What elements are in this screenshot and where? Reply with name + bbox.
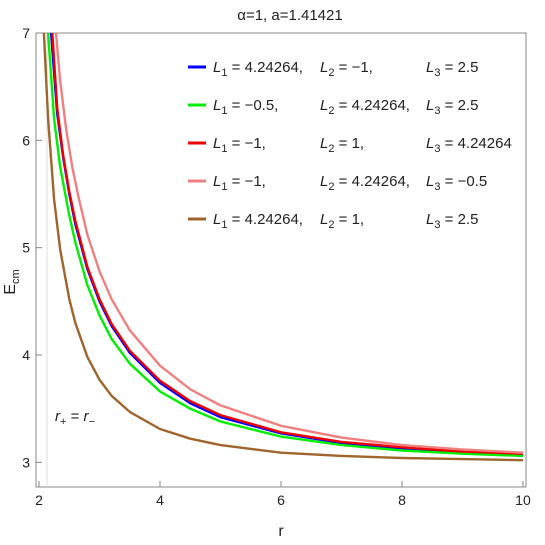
legend-text: L3 = 2.5 — [426, 211, 478, 231]
chart-title: α=1, a=1.41421 — [237, 7, 342, 24]
legend-text: L2 = 4.24264, — [320, 97, 410, 117]
legend-entry-3: L1 = −1, L2 = 1, L3 = 4.24264 — [188, 135, 512, 155]
x-tick-label: 2 — [35, 492, 43, 508]
legend-text: L3 = 4.24264 — [426, 135, 512, 155]
legend: L1 = 4.24264, L2 = −1, L3 = 2.5L1 = −0.5, L… — [188, 59, 512, 231]
series-line-5 — [42, 33, 524, 462]
legend-text: L2 = 1, — [320, 211, 364, 231]
curves-layer — [42, 33, 524, 462]
annotation-label: r+ = r− — [55, 408, 95, 428]
y-axis: 3 4 5 6 7 — [22, 25, 42, 470]
x-tick-label: 8 — [398, 492, 406, 508]
y-tick-label: 6 — [22, 132, 30, 148]
legend-entry-5: L1 = 4.24264, L2 = 1, L3 = 2.5 — [188, 211, 478, 231]
legend-text: L3 = 2.5 — [426, 97, 478, 117]
legend-text: L1 = 4.24264, — [213, 59, 303, 79]
x-axis: 2 4 6 8 10 — [35, 481, 531, 508]
legend-entry-2: L1 = −0.5, L2 = 4.24264, L3 = 2.5 — [188, 97, 478, 117]
legend-text: L1 = −1, — [213, 135, 266, 155]
legend-text: L3 = −0.5 — [426, 173, 487, 193]
legend-text: L1 = 4.24264, — [213, 211, 303, 231]
y-tick-label: 3 — [22, 454, 30, 470]
legend-text: L1 = −1, — [213, 173, 266, 193]
x-tick-label: 4 — [156, 492, 164, 508]
x-tick-label: 6 — [277, 492, 285, 508]
legend-entry-1: L1 = 4.24264, L2 = −1, L3 = 2.5 — [188, 59, 478, 79]
legend-text: L2 = 1, — [320, 135, 364, 155]
x-axis-title: r — [278, 523, 284, 540]
series-line-4 — [54, 33, 524, 454]
legend-text: L1 = −0.5, — [213, 97, 278, 117]
legend-text: L2 = −1, — [320, 59, 373, 79]
series-line-3 — [51, 33, 524, 455]
legend-text: L2 = 4.24264, — [320, 173, 410, 193]
y-tick-label: 4 — [22, 347, 30, 363]
series-line-2 — [46, 33, 524, 458]
x-tick-label: 10 — [515, 492, 531, 508]
y-tick-label: 7 — [22, 25, 30, 41]
legend-entry-4: L1 = −1, L2 = 4.24264, L3 = −0.5 — [188, 173, 487, 193]
y-tick-label: 5 — [22, 240, 30, 256]
legend-text: L3 = 2.5 — [426, 59, 478, 79]
y-axis-title: Ecm — [2, 269, 22, 294]
